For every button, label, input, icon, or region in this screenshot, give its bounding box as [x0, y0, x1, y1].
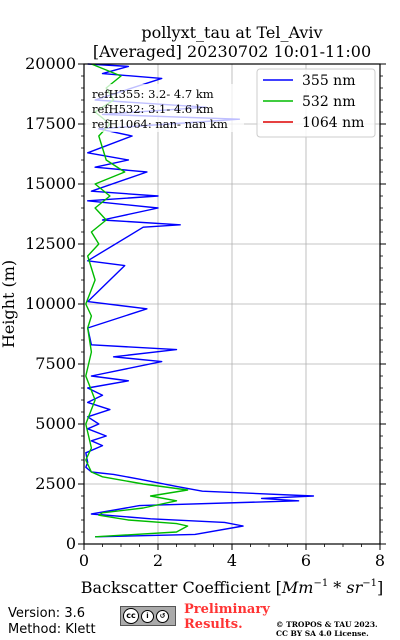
legend-label: 1064 nm [302, 115, 364, 131]
y-tick-label: 7500 [35, 354, 76, 373]
license-line-2: CC BY SA 4.0 License. [276, 629, 369, 638]
x-tick-label: 2 [153, 551, 163, 570]
y-tick-label: 10000 [25, 294, 76, 313]
annotation-refh355: refH355: 3.2- 4.7 km [92, 87, 214, 101]
results-text: Results. [184, 617, 243, 632]
y-tick-label: 15000 [25, 174, 76, 193]
x-axis-label: Backscatter Coefficient [Mm−1 * sr−1] [81, 578, 384, 597]
chart-subtitle: [Averaged] 20230702 10:01-11:00 [93, 42, 371, 61]
y-tick-label: 17500 [25, 114, 76, 133]
x-tick-label: 8 [375, 551, 385, 570]
x-tick-labels: 0 2 4 6 8 [79, 551, 385, 570]
cc-icon: cc [123, 608, 139, 624]
x-tick-label: 6 [301, 551, 311, 570]
preliminary-text: Preliminary [184, 602, 270, 617]
legend-label: 355 nm [302, 73, 355, 89]
y-tick-label: 5000 [35, 414, 76, 433]
x-tick-label: 4 [227, 551, 237, 570]
legend: 355 nm 532 nm 1064 nm [256, 68, 376, 138]
legend-frame [256, 68, 376, 138]
footer-info: Version: 3.6 Method: Klett [8, 606, 96, 638]
y-tick-label: 12500 [25, 234, 76, 253]
annotation-box: refH355: 3.2- 4.7 km refH532: 3.1- 4.6 k… [86, 84, 244, 132]
preliminary-notice: Preliminary Results. [184, 602, 270, 632]
license-text: © TROPOS & TAU 2023. CC BY SA 4.0 Licens… [276, 620, 378, 638]
series-line-532-nm [85, 63, 189, 538]
cc-license-badge: cc i ↺ [120, 606, 176, 626]
sa-icon: ↺ [156, 609, 169, 623]
plot-lines [85, 63, 315, 538]
version-text: Version: 3.6 [8, 606, 85, 621]
chart-title: pollyxt_tau at Tel_Aviv [141, 23, 322, 42]
method-text: Method: Klett [8, 622, 96, 637]
y-tick-label: 2500 [35, 474, 76, 493]
annotation-refh1064: refH1064: nan- nan km [92, 117, 228, 131]
legend-label: 532 nm [302, 94, 355, 110]
license-line-1: © TROPOS & TAU 2023. [276, 620, 378, 629]
y-axis-label: Height (m) [0, 260, 18, 348]
by-icon: i [141, 609, 154, 623]
y-tick-labels: 0 2500 5000 7500 10000 12500 15000 17500 20000 [25, 54, 76, 553]
axis-ticks [78, 63, 386, 550]
series-line-355-nm [85, 63, 315, 538]
x-tick-label: 0 [79, 551, 89, 570]
y-tick-label: 20000 [25, 54, 76, 73]
y-tick-label: 0 [66, 534, 76, 553]
annotation-refh532: refH532: 3.1- 4.6 km [92, 102, 214, 116]
